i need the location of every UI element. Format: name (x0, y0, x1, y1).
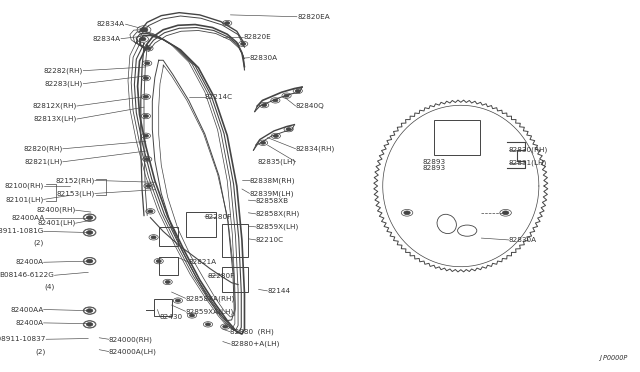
Text: 82401(LH): 82401(LH) (37, 220, 76, 227)
Circle shape (502, 211, 509, 215)
Circle shape (86, 231, 93, 234)
Text: 82400AA: 82400AA (12, 215, 45, 221)
Circle shape (284, 94, 289, 97)
Circle shape (146, 47, 151, 50)
Text: 82831(LH): 82831(LH) (509, 160, 547, 166)
Circle shape (295, 89, 300, 92)
Text: 824000A(LH): 824000A(LH) (109, 348, 157, 355)
Text: 82820EA: 82820EA (298, 14, 330, 20)
Circle shape (86, 323, 93, 326)
Text: N08911-1081G: N08911-1081G (0, 228, 44, 234)
Circle shape (86, 216, 93, 219)
Text: 82283(LH): 82283(LH) (45, 80, 83, 87)
Text: 82880  (RH): 82880 (RH) (230, 328, 274, 335)
Text: 82820(RH): 82820(RH) (24, 145, 63, 152)
Text: 82830(RH): 82830(RH) (509, 146, 548, 153)
Text: 82813X(LH): 82813X(LH) (33, 116, 77, 122)
Circle shape (140, 28, 148, 32)
Circle shape (148, 210, 153, 213)
Circle shape (286, 128, 291, 131)
Text: 82400AA: 82400AA (10, 307, 44, 312)
Text: 82400(RH): 82400(RH) (36, 207, 76, 214)
Text: 82280F: 82280F (208, 273, 236, 279)
Text: 82812X(RH): 82812X(RH) (33, 103, 77, 109)
Bar (159, 257, 178, 275)
Text: (2): (2) (33, 239, 44, 246)
Text: 82858XA(RH): 82858XA(RH) (186, 295, 235, 302)
Bar (222, 267, 248, 292)
Text: 82858X(RH): 82858X(RH) (256, 211, 300, 217)
Text: 82821(LH): 82821(LH) (24, 158, 63, 165)
Text: 82859X(LH): 82859X(LH) (256, 224, 300, 230)
Text: 82101(LH): 82101(LH) (5, 196, 44, 203)
Text: 82400A: 82400A (15, 320, 44, 326)
Circle shape (404, 211, 410, 215)
Circle shape (225, 22, 230, 25)
Text: (2): (2) (36, 348, 46, 355)
Text: 82821A: 82821A (189, 259, 217, 265)
Text: J P0000P: J P0000P (599, 355, 627, 361)
Circle shape (241, 42, 246, 45)
Circle shape (86, 259, 93, 263)
Text: 82280F: 82280F (205, 214, 232, 219)
Text: B08146-6122G: B08146-6122G (0, 272, 54, 278)
Text: 82838M(RH): 82838M(RH) (250, 177, 295, 184)
Bar (434, 120, 480, 155)
Text: 82840Q: 82840Q (296, 103, 324, 109)
Circle shape (175, 299, 180, 302)
Text: N08911-10837: N08911-10837 (0, 336, 46, 342)
Text: 82820E: 82820E (243, 34, 271, 40)
Text: 82834A: 82834A (97, 21, 125, 27)
Circle shape (273, 134, 278, 137)
Circle shape (146, 185, 151, 187)
Bar (159, 227, 178, 246)
Text: 82880+A(LH): 82880+A(LH) (230, 341, 280, 347)
Text: 82210C: 82210C (256, 237, 284, 243)
Circle shape (262, 104, 267, 107)
Circle shape (189, 314, 195, 317)
Text: 82835(LH): 82835(LH) (257, 158, 296, 165)
Circle shape (273, 99, 278, 102)
Circle shape (205, 323, 211, 326)
Circle shape (151, 236, 156, 239)
Bar (222, 224, 248, 257)
Text: 82858XB: 82858XB (256, 198, 289, 204)
Text: 82834A: 82834A (92, 36, 120, 42)
Circle shape (145, 158, 150, 161)
Circle shape (143, 77, 148, 80)
Text: 82830A: 82830A (250, 55, 278, 61)
Circle shape (143, 115, 148, 118)
Text: 82859XA(LH): 82859XA(LH) (186, 308, 234, 315)
Text: 82893: 82893 (422, 165, 445, 171)
Circle shape (223, 325, 228, 328)
Circle shape (143, 95, 148, 98)
Circle shape (140, 37, 146, 41)
Circle shape (156, 260, 161, 263)
Text: 82153(LH): 82153(LH) (56, 190, 95, 197)
Bar (154, 299, 172, 316)
Text: 82830A: 82830A (509, 237, 537, 243)
Text: 82100(RH): 82100(RH) (4, 183, 44, 189)
Text: 82400A: 82400A (15, 259, 44, 265)
Bar (186, 212, 216, 237)
Text: 82214C: 82214C (205, 94, 233, 100)
Text: (4): (4) (44, 284, 54, 291)
Text: 82430: 82430 (160, 314, 183, 320)
Circle shape (165, 280, 170, 283)
Text: 82839M(LH): 82839M(LH) (250, 190, 294, 197)
Text: 82144: 82144 (268, 288, 291, 294)
Circle shape (260, 141, 266, 144)
Text: 82282(RH): 82282(RH) (44, 67, 83, 74)
Circle shape (143, 134, 148, 137)
Text: 82834(RH): 82834(RH) (296, 145, 335, 152)
Text: 824000(RH): 824000(RH) (109, 336, 153, 343)
Text: 82893: 82893 (422, 159, 445, 165)
Circle shape (86, 309, 93, 312)
Circle shape (145, 62, 150, 65)
Text: 82152(RH): 82152(RH) (56, 177, 95, 184)
